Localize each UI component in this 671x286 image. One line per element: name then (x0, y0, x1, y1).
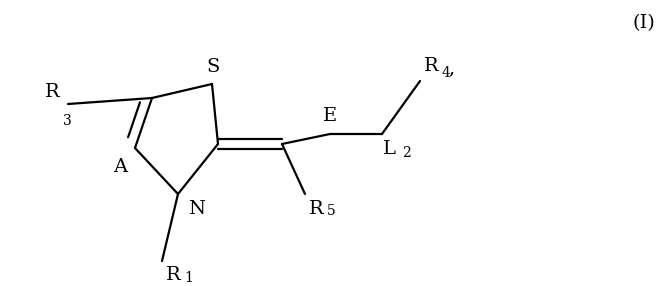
Text: 2: 2 (402, 146, 411, 160)
Text: (I): (I) (632, 14, 655, 32)
Text: A: A (113, 158, 127, 176)
Text: 1: 1 (184, 271, 193, 285)
Text: R: R (166, 266, 180, 284)
Text: N: N (188, 200, 205, 218)
Text: R: R (424, 57, 439, 75)
Text: 4: 4 (442, 66, 451, 80)
Text: 5: 5 (327, 204, 336, 218)
Text: R: R (45, 83, 60, 101)
Text: R: R (309, 200, 323, 218)
Text: S: S (207, 58, 219, 76)
Text: L: L (383, 140, 396, 158)
Text: 3: 3 (63, 114, 72, 128)
Text: ,: , (448, 59, 454, 77)
Text: E: E (323, 107, 337, 125)
